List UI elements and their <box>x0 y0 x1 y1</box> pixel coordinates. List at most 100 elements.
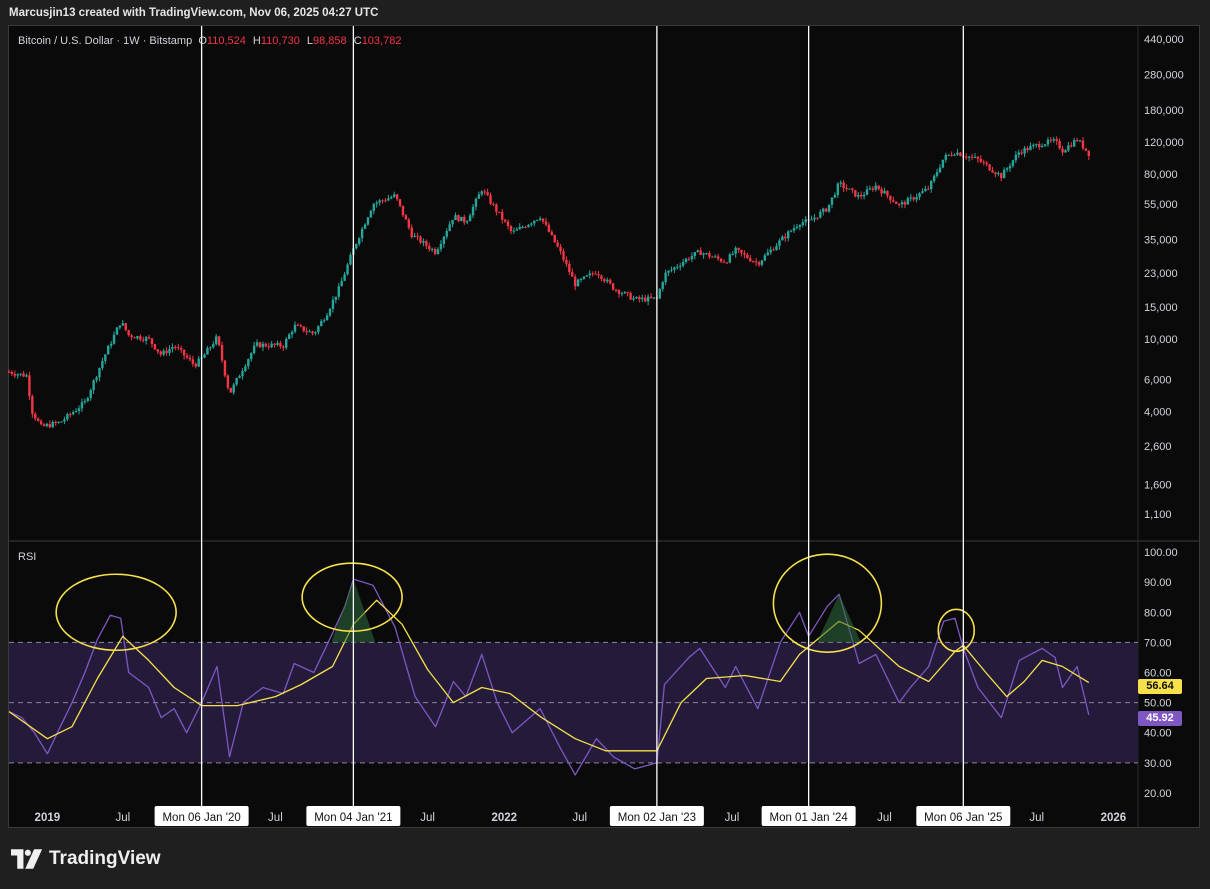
time-axis-tick-label: Jul <box>115 812 130 824</box>
candle-up <box>270 343 273 348</box>
candle-down <box>1070 145 1073 147</box>
symbol-title: Bitcoin / U.S. Dollar · 1W · Bitstamp <box>18 35 193 47</box>
candle-up <box>238 376 241 379</box>
candle-up <box>451 220 454 225</box>
annotation-circle <box>772 553 883 654</box>
time-axis-highlight <box>154 806 249 826</box>
candle-down <box>722 261 726 263</box>
candle-up <box>857 194 860 197</box>
candle-down <box>384 200 387 202</box>
candle-up <box>439 243 443 250</box>
high-key: H <box>252 35 261 47</box>
candle-down <box>428 245 431 250</box>
candle-down <box>889 195 892 201</box>
price-axis-tick-label: 80,000 <box>1144 169 1178 181</box>
candle-down <box>746 254 749 259</box>
candle-up <box>766 252 769 256</box>
candle-down <box>562 251 565 260</box>
candle-up <box>215 336 218 345</box>
candle-up <box>512 230 516 232</box>
candle-up <box>346 264 349 275</box>
candle-up <box>244 366 247 372</box>
candle-down <box>509 226 513 232</box>
candle-down <box>10 372 14 375</box>
candle-up <box>1073 140 1076 147</box>
candle-down <box>486 192 489 196</box>
candle-down <box>433 249 437 254</box>
candle-up <box>527 224 530 228</box>
candle-down <box>556 242 559 247</box>
candle-up <box>690 256 694 260</box>
candle-up <box>906 198 910 205</box>
candle-down <box>845 188 848 190</box>
candle-down <box>7 371 11 373</box>
candle-down <box>559 246 562 252</box>
rsi-pane-title[interactable]: RSI <box>18 551 37 563</box>
candle-up <box>1017 152 1020 155</box>
candle-up <box>115 327 119 335</box>
candle-up <box>947 154 950 156</box>
tradingview-brand[interactable]: TradingView <box>11 848 161 870</box>
price-axis-tick-label: 15,000 <box>1144 302 1178 314</box>
candle-up <box>827 204 831 212</box>
candle-up <box>518 227 521 230</box>
candle-up <box>369 210 373 218</box>
candle-up <box>480 191 483 195</box>
candle-up <box>19 373 22 375</box>
candle-up <box>1032 144 1035 147</box>
candle-down <box>600 275 603 280</box>
candle-down <box>150 338 154 345</box>
candle-up <box>74 410 78 413</box>
candle-up <box>1064 150 1067 153</box>
candle-down <box>1055 139 1058 141</box>
candle-up <box>997 173 1000 175</box>
time-axis-tick-label: Jul <box>877 812 892 824</box>
candle-up <box>582 276 586 279</box>
candle-up <box>285 338 288 348</box>
candle-up <box>714 256 717 258</box>
price-axis-tick-label: 23,000 <box>1144 268 1178 280</box>
candle-up <box>349 254 352 265</box>
candle-up <box>900 202 904 205</box>
candle-down <box>147 337 151 339</box>
candle-up <box>66 414 69 420</box>
candle-up <box>325 315 329 321</box>
annotation-circle <box>301 562 403 632</box>
rsi-axis-tick-label: 60.00 <box>1144 667 1172 679</box>
candle-down <box>976 156 980 159</box>
candle-up <box>287 334 291 339</box>
candle-up <box>918 193 921 198</box>
candle-up <box>676 266 679 268</box>
candle-down <box>267 346 270 348</box>
time-axis-tick-label: Mon 04 Jan '21 <box>314 812 392 824</box>
candle-down <box>903 202 907 205</box>
candle-up <box>658 289 662 299</box>
candle-down <box>127 330 130 336</box>
candle-up <box>702 253 705 255</box>
candle-down <box>594 273 597 275</box>
candle-down <box>982 161 985 163</box>
candle-up <box>1078 140 1082 142</box>
candle-down <box>381 200 384 202</box>
candle-up <box>822 208 825 212</box>
candle-up <box>89 390 92 399</box>
candle-up <box>118 325 122 328</box>
candle-down <box>626 291 629 293</box>
candle-up <box>646 296 650 302</box>
candle-down <box>416 235 419 237</box>
candle-up <box>445 230 448 237</box>
candle-up <box>836 183 840 195</box>
candle-up <box>813 217 816 220</box>
candle-up <box>778 240 781 246</box>
candle-down <box>994 172 997 175</box>
time-axis-tick-label: Jul <box>1029 812 1044 824</box>
candle-down <box>22 373 25 377</box>
symbol-legend[interactable]: Bitcoin / U.S. Dollar · 1W · Bitstamp O1… <box>18 35 405 47</box>
candle-up <box>290 331 294 335</box>
rsi-ma-value-badge: 56.64 <box>1138 679 1182 694</box>
candle-down <box>687 258 691 260</box>
price-axis-tick-label: 1,100 <box>1144 509 1172 521</box>
price-axis-tick-label: 120,000 <box>1144 137 1184 149</box>
candle-down <box>824 208 828 212</box>
